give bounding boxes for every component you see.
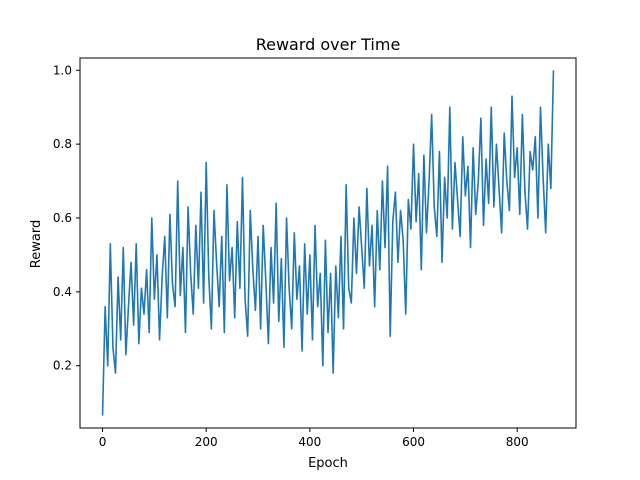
y-axis-label: Reward bbox=[29, 220, 44, 268]
y-tick-label: 0.4 bbox=[53, 285, 72, 299]
x-tick-label: 400 bbox=[298, 435, 321, 449]
y-axis-ticks: 0.2 0.4 0.6 0.8 1.0 bbox=[53, 63, 80, 373]
y-tick-label: 0.8 bbox=[53, 137, 72, 151]
chart-title: Reward over Time bbox=[256, 35, 401, 54]
x-tick-label: 600 bbox=[402, 435, 425, 449]
x-axis-ticks: 0 200 400 600 800 bbox=[99, 428, 529, 449]
y-tick-label: 0.2 bbox=[53, 359, 72, 373]
x-tick-label: 200 bbox=[195, 435, 218, 449]
x-tick-label: 800 bbox=[506, 435, 529, 449]
y-tick-label: 0.6 bbox=[53, 211, 72, 225]
x-tick-label: 0 bbox=[99, 435, 107, 449]
x-axis-label: Epoch bbox=[308, 456, 348, 471]
y-tick-label: 1.0 bbox=[53, 63, 72, 77]
axes-frame bbox=[79, 57, 577, 429]
plot-area bbox=[101, 70, 555, 416]
series-line-0 bbox=[101, 70, 555, 416]
